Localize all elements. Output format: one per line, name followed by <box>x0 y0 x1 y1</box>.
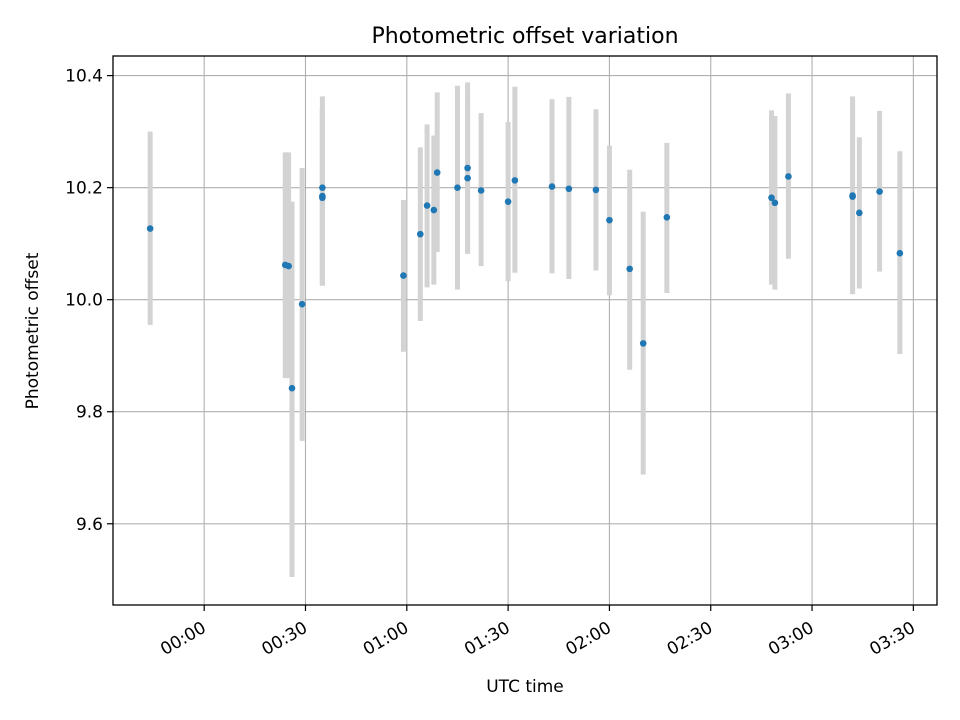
y-tick-label: 10.2 <box>65 179 103 199</box>
data-point <box>424 202 431 209</box>
y-tick-label: 10.4 <box>65 67 103 87</box>
y-tick-label: 9.6 <box>76 515 103 535</box>
data-point <box>478 187 485 194</box>
data-point <box>512 177 519 184</box>
data-point <box>319 194 326 201</box>
data-point <box>566 185 573 192</box>
data-point <box>640 340 647 347</box>
y-tick-label: 10.0 <box>65 291 103 311</box>
y-tick-label: 9.8 <box>76 403 103 423</box>
x-axis-label: UTC time <box>486 677 564 697</box>
data-point <box>400 272 407 279</box>
data-point <box>505 198 512 205</box>
data-point <box>897 250 904 257</box>
data-point <box>289 385 296 392</box>
data-point <box>464 165 471 172</box>
data-point <box>549 183 556 190</box>
y-axis-label: Photometric offset <box>23 252 43 409</box>
data-point <box>147 225 154 232</box>
data-point <box>664 214 671 221</box>
data-point <box>785 173 792 180</box>
data-point <box>876 188 883 195</box>
data-point <box>593 187 600 194</box>
data-point <box>856 210 863 217</box>
data-point <box>626 266 633 273</box>
data-point <box>431 207 438 214</box>
data-point <box>849 192 856 199</box>
data-point <box>464 175 471 182</box>
chart-title: Photometric offset variation <box>371 24 678 49</box>
data-point <box>772 199 779 206</box>
data-point <box>454 184 461 191</box>
data-point <box>285 263 292 270</box>
data-point <box>606 217 613 224</box>
data-point <box>434 169 441 176</box>
data-point <box>299 301 306 308</box>
data-point <box>319 184 326 191</box>
data-point <box>417 231 424 238</box>
